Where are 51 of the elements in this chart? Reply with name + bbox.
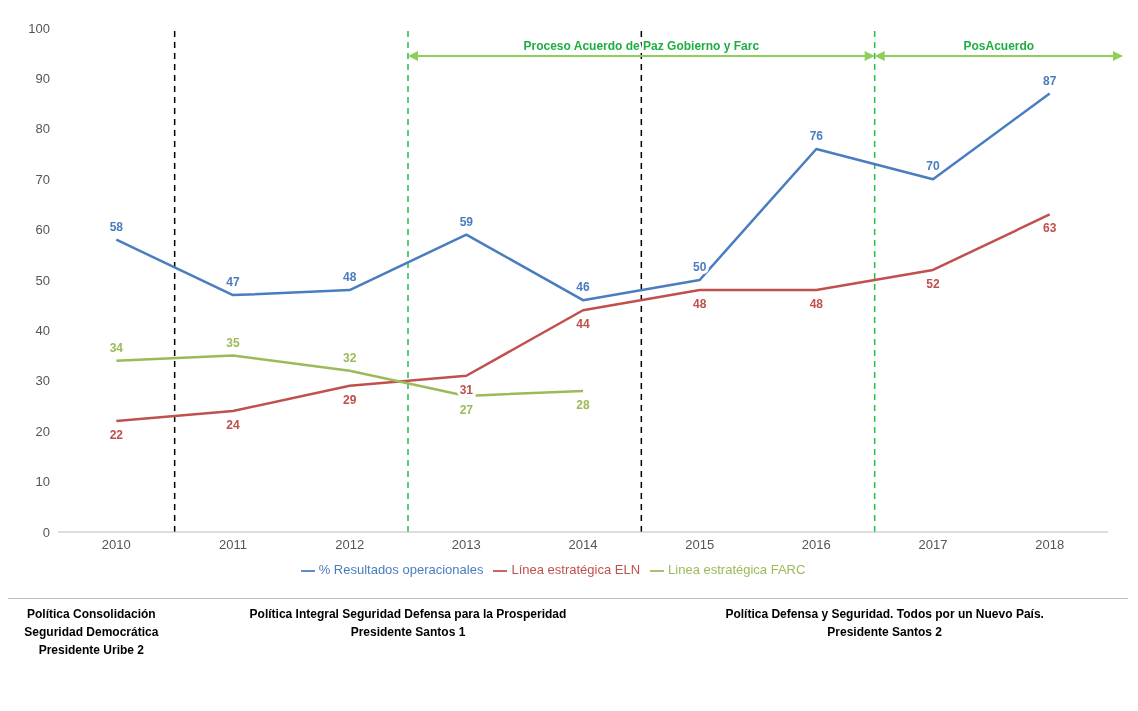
y-tick-label: 90 (35, 71, 50, 87)
data-label: 27 (459, 402, 474, 417)
x-tick-label: 2017 (918, 537, 948, 553)
data-label: 48 (809, 297, 824, 312)
data-label: 32 (342, 350, 357, 365)
data-label: 28 (576, 397, 590, 412)
x-tick-label: 2018 (1035, 537, 1065, 553)
y-tick-label: 0 (42, 524, 50, 540)
text: Política Defensa y Seguridad. Todos por un Nuevo País. Presidente Santos 2 (724, 606, 1045, 641)
data-label: 59 (459, 214, 474, 229)
annotation: PosAcuerdo (963, 39, 1035, 53)
x-tick-label: 2012 (335, 537, 365, 553)
legend-label: Linea estratégica FARC (668, 562, 806, 577)
data-label: 58 (109, 219, 124, 234)
data-label: 87 (1042, 73, 1057, 88)
data-label: 24 (226, 418, 240, 433)
y-tick-label: 20 (35, 423, 50, 439)
y-tick-label: 70 (35, 171, 50, 187)
x-tick-label: 2015 (685, 537, 715, 553)
x-tick-label: 2016 (801, 537, 831, 553)
data-label: 70 (926, 159, 940, 174)
y-tick-label: 80 (35, 121, 50, 137)
y-tick-label: 40 (35, 323, 50, 339)
data-label: 50 (692, 260, 707, 274)
data-label: 35 (226, 335, 240, 350)
y-tick-label: 60 (35, 222, 50, 238)
text: Política Consolidación Seguridad Democrática Presidente Uribe 2 (23, 606, 160, 659)
text: Política Integral Seguridad Defensa para la Prosperidad Presidente Santos 1 (248, 606, 568, 641)
data-label: 34 (109, 340, 124, 355)
data-label: 46 (576, 280, 590, 295)
data-label: 31 (459, 382, 474, 397)
data-label: 48 (692, 297, 707, 312)
data-label: 48 (342, 270, 357, 285)
x-tick-label: 2010 (101, 537, 131, 553)
legend-label: Línea estratégica ELN (511, 562, 641, 577)
x-tick-label: 2014 (568, 537, 598, 553)
x-tick-label: 2011 (219, 537, 247, 553)
data-label: 47 (226, 275, 240, 290)
y-tick-label: 100 (28, 20, 50, 36)
data-label: 29 (342, 392, 357, 407)
y-tick-label: 10 (35, 474, 50, 490)
data-label: 76 (809, 128, 824, 143)
annotation: Proceso Acuerdo de Paz Gobierno y Farc (523, 39, 760, 53)
x-tick-label: 2013 (451, 537, 481, 553)
y-tick-label: 30 (35, 373, 50, 389)
data-label: 52 (926, 276, 940, 291)
y-tick-label: 50 (35, 272, 50, 288)
data-label: 44 (576, 317, 590, 332)
data-label: 22 (109, 428, 124, 443)
data-label: 63 (1042, 221, 1057, 236)
legend-label: % Resultados operacionales (318, 562, 484, 577)
